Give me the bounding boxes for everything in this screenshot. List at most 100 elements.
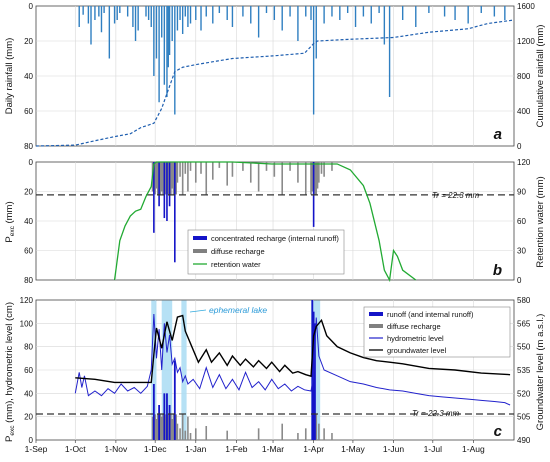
left-tick-label: 80	[24, 343, 33, 352]
right-tick-label: 60	[517, 217, 526, 226]
rainfall-bar	[153, 6, 154, 76]
left-tick-label: 20	[24, 188, 33, 197]
panel-a-letter: a	[494, 126, 502, 143]
rainfall-bar	[156, 6, 157, 59]
right-tick-label: 1200	[517, 37, 535, 46]
rainfall-bar	[384, 6, 385, 45]
rainfall-bar	[182, 6, 183, 34]
rainfall-bar	[103, 6, 104, 13]
right-tick-label: 550	[517, 343, 531, 352]
rainfall-bar	[114, 6, 115, 24]
panel-b-letter: b	[493, 262, 502, 279]
x-tick-label: 1-Jul	[424, 444, 443, 454]
rainfall-bar	[190, 6, 191, 24]
diffuse-recharge-bar	[323, 428, 325, 440]
rainfall-bar	[467, 6, 468, 24]
rainfall-bar	[402, 6, 403, 20]
panel-b-threshold-label: Tr = 22.3 mm	[432, 191, 480, 200]
rainfall-bar	[166, 6, 167, 97]
rainfall-bar	[177, 6, 178, 31]
x-tick-label: 1-Aug	[462, 444, 485, 454]
runoff-bar	[174, 361, 176, 440]
diffuse-recharge-bar	[205, 426, 207, 440]
rainfall-bar	[274, 6, 275, 20]
diffuse-recharge-bar	[226, 162, 228, 186]
rainfall-bar	[289, 6, 290, 17]
panel-b-legend: concentrated recharge (internal runoff) …	[188, 230, 344, 274]
diffuse-recharge-bar	[179, 428, 181, 440]
panel-c-legend: runoff (and internal runoff) diffuse rec…	[364, 307, 510, 357]
rainfall-bar	[316, 6, 317, 59]
left-tick-label: 60	[24, 107, 33, 116]
right-tick-label: 800	[517, 72, 531, 81]
x-tick-label: 1-Dec	[144, 444, 167, 454]
rainfall-bar	[171, 6, 172, 41]
x-axis-ticks: 1-Sep 1-Oct 1-Nov 1-Dec 1-Jan 1-Feb 1-Mar 1-Apr…	[25, 440, 485, 454]
diffuse-recharge-bar	[305, 428, 307, 440]
rainfall-bar	[232, 6, 233, 27]
panel-b-left-label: Pexc (mm)	[4, 201, 16, 242]
right-tick-label: 400	[517, 107, 531, 116]
diffuse-recharge-bar	[187, 417, 189, 440]
runoff-bar	[153, 384, 155, 440]
rainfall-bar	[168, 6, 169, 67]
panel-b-right-label: Retention water (mm)	[535, 176, 546, 267]
rainfall-bar	[94, 6, 95, 20]
rainfall-bar	[158, 6, 159, 102]
rainfall-bar	[297, 6, 298, 41]
right-tick-label: 535	[517, 366, 531, 375]
diffuse-recharge-bar	[318, 162, 320, 183]
diffuse-recharge-bar	[297, 433, 299, 440]
rainfall-bar	[227, 6, 228, 20]
x-tick-label: 1-May	[341, 444, 365, 454]
diffuse-recharge-bar	[195, 428, 197, 440]
rainfall-bar	[242, 6, 243, 17]
left-tick-label: 20	[24, 37, 33, 46]
rainfall-bar	[347, 6, 348, 13]
rainfall-bar	[415, 6, 416, 27]
rainfall-bar	[339, 6, 340, 20]
rainfall-bar	[428, 6, 429, 13]
right-tick-label: 120	[517, 158, 531, 167]
rainfall-bar	[161, 6, 162, 38]
diffuse-recharge-bar	[242, 162, 244, 171]
rainfall-bar	[109, 6, 110, 59]
rainfall-bar	[206, 6, 207, 17]
rainfall-bar	[481, 6, 482, 13]
diffuse-recharge-bar	[177, 162, 179, 183]
rainfall-bar	[212, 6, 213, 24]
right-tick-label: 0	[517, 276, 522, 285]
diffuse-recharge-bar	[250, 162, 252, 183]
diffuse-recharge-bar	[190, 433, 192, 440]
panel-b-left-label-tail: (mm)	[4, 201, 15, 226]
panel-a-right-label: Cumulative rainfall (mm)	[535, 25, 546, 128]
diffuse-recharge-bar	[297, 162, 299, 183]
left-tick-label: 120	[20, 296, 34, 305]
runoff-bar	[163, 393, 165, 440]
diffuse-recharge-bar	[187, 162, 189, 192]
runoff-bar	[158, 405, 160, 440]
diffuse-recharge-bar	[182, 414, 184, 440]
x-tick-label: 1-Feb	[225, 444, 247, 454]
rainfall-bar	[164, 6, 165, 85]
diffuse-recharge-bar	[179, 162, 181, 177]
legend-label-concentrated: concentrated recharge (internal runoff)	[211, 234, 339, 243]
right-tick-label: 520	[517, 389, 531, 398]
left-tick-label: 80	[24, 142, 33, 151]
rainfall-bar	[494, 6, 495, 17]
rainfall-bar	[371, 6, 372, 24]
diffuse-recharge-bar	[331, 433, 333, 440]
rainfall-bar	[185, 6, 186, 17]
rainfall-bar	[305, 6, 306, 17]
legend-label-hydrometric: hydrometric level	[387, 334, 444, 343]
x-tick-label: 1-Nov	[105, 444, 128, 454]
rainfall-bar	[266, 6, 267, 13]
runoff-bar	[169, 405, 171, 440]
right-tick-label: 565	[517, 319, 531, 328]
rainfall-bar	[137, 6, 138, 31]
right-tick-label: 90	[517, 188, 526, 197]
rainfall-bar	[151, 6, 152, 27]
x-tick-label: 1-Jun	[383, 444, 405, 454]
left-tick-label: 20	[24, 413, 33, 422]
